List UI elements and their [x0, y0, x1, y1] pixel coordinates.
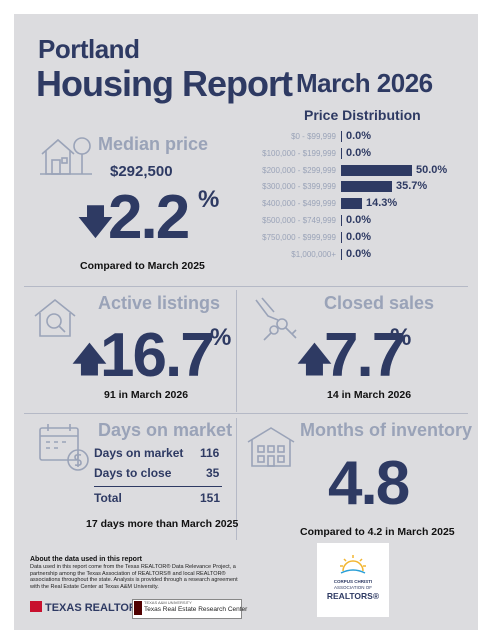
- report-month: March 2026: [296, 68, 433, 98]
- price-bar-axis: [341, 248, 342, 260]
- price-bar-axis: [341, 164, 342, 176]
- price-bar-axis: [341, 198, 342, 210]
- cc-line3: REALTORS®: [326, 591, 380, 601]
- up-arrow-icon: 🡅: [72, 341, 107, 379]
- price-range-label: $0 - $99,999: [291, 132, 336, 141]
- rec-small-text: TEXAS A&M UNIVERSITY: [144, 600, 192, 605]
- months-of-inventory-value: 4.8: [328, 449, 410, 518]
- price-bar: [342, 181, 392, 193]
- active-listings-title: Active listings: [98, 293, 221, 313]
- cc-line1: CORPUS CHRISTI: [333, 579, 373, 584]
- days-on-market-caption: 17 days more than March 2025: [86, 518, 239, 530]
- price-bar-axis: [341, 231, 342, 243]
- tamu-mark-icon: [134, 601, 142, 615]
- months-of-inventory-title: Months of inventory: [300, 420, 472, 440]
- months-of-inventory-caption: Compared to 4.2 in March 2025: [300, 526, 455, 538]
- texas-realtors-text: TEXAS REALTORS: [45, 602, 145, 614]
- real-estate-center-logo: [132, 599, 242, 619]
- closed-sales-change: 7.7: [324, 321, 406, 390]
- building-icon: [247, 427, 295, 467]
- closed-sales-pct: %: [390, 324, 412, 351]
- down-arrow-icon: 🡇: [78, 203, 113, 241]
- cc-line2: ASSOCIATION OF: [334, 585, 372, 590]
- price-bar-value: 35.7%: [395, 180, 428, 193]
- rec-text: Texas Real Estate Research Center: [144, 606, 248, 613]
- closed-sales-caption: 14 in March 2026: [327, 389, 412, 401]
- divider: [24, 413, 468, 414]
- price-range-label: $500,000 - $749,999: [262, 216, 336, 225]
- total-value: 151: [200, 491, 221, 505]
- corpus-christi-logo: CORPUS CHRISTI ASSOCIATION OF REALTORS®: [317, 543, 389, 617]
- median-price-pct: %: [198, 186, 220, 213]
- price-bar-value: 0.0%: [346, 146, 372, 159]
- sun-icon: [340, 555, 366, 574]
- price-bar-value: 0.0%: [346, 230, 372, 243]
- days-on-market-value: 116: [200, 446, 220, 460]
- up-arrow-icon: 🡅: [297, 341, 332, 379]
- price-range-label: $200,000 - $299,999: [262, 165, 336, 175]
- calendar-dollar-icon: [39, 424, 89, 471]
- price-bar-axis: [341, 131, 342, 142]
- median-price-comparison: Compared to March 2025: [80, 260, 205, 272]
- median-price-change: 2.2: [108, 183, 190, 252]
- divider: [236, 418, 237, 540]
- price-bar-value: 50.0%: [416, 163, 448, 176]
- price-bar-axis: [341, 215, 342, 226]
- hand-keys-icon: [255, 297, 297, 341]
- texas-realtors-mark-icon: [30, 601, 42, 612]
- report-page: Portland Housing Report March 2026 Price…: [14, 14, 478, 630]
- price-range-label: $400,000 - $499,999: [262, 199, 336, 209]
- price-distribution-title: Price Distribution: [304, 107, 421, 123]
- total-label: Total: [94, 491, 122, 505]
- active-listings-change: 16.7: [100, 321, 215, 390]
- days-on-market-title: Days on market: [98, 420, 233, 440]
- price-bar-value: 0.0%: [346, 214, 372, 226]
- price-range-label: $1,000,000+: [291, 249, 336, 259]
- price-bar-value: 0.0%: [346, 130, 372, 142]
- about-heading: About the data used in this report: [30, 556, 143, 563]
- texas-realtors-logo: TEXAS REALTORS: [30, 601, 144, 614]
- price-bar-axis: [341, 147, 342, 159]
- days-on-market-label: Days on market: [94, 446, 184, 460]
- about-body: Data used in this report come from the T…: [30, 564, 238, 590]
- house-tree-icon: [40, 137, 92, 175]
- city-name: Portland: [38, 34, 140, 64]
- total-divider: [94, 486, 222, 487]
- median-price-title: Median price: [98, 134, 209, 154]
- price-range-label: $100,000 - $199,999: [262, 148, 336, 158]
- price-range-label: $300,000 - $399,999: [262, 182, 336, 192]
- price-range-label: $750,000 - $999,999: [262, 232, 336, 242]
- active-listings-caption: 91 in March 2026: [104, 389, 189, 401]
- price-bar-value: 0.0%: [346, 247, 372, 260]
- divider: [236, 290, 237, 412]
- median-price-value: $292,500: [110, 163, 173, 180]
- price-bar: [342, 164, 412, 176]
- house-search-icon: [34, 298, 76, 337]
- closed-sales-title: Closed sales: [324, 293, 435, 313]
- days-to-close-label: Days to close: [94, 466, 172, 480]
- days-to-close-value: 35: [206, 466, 220, 480]
- divider: [24, 286, 468, 287]
- price-bar-axis: [341, 181, 342, 193]
- price-bar: [342, 198, 363, 210]
- active-listings-pct: %: [210, 324, 232, 351]
- price-bar-value: 14.3%: [366, 197, 398, 210]
- report-title: Housing Report: [36, 63, 293, 104]
